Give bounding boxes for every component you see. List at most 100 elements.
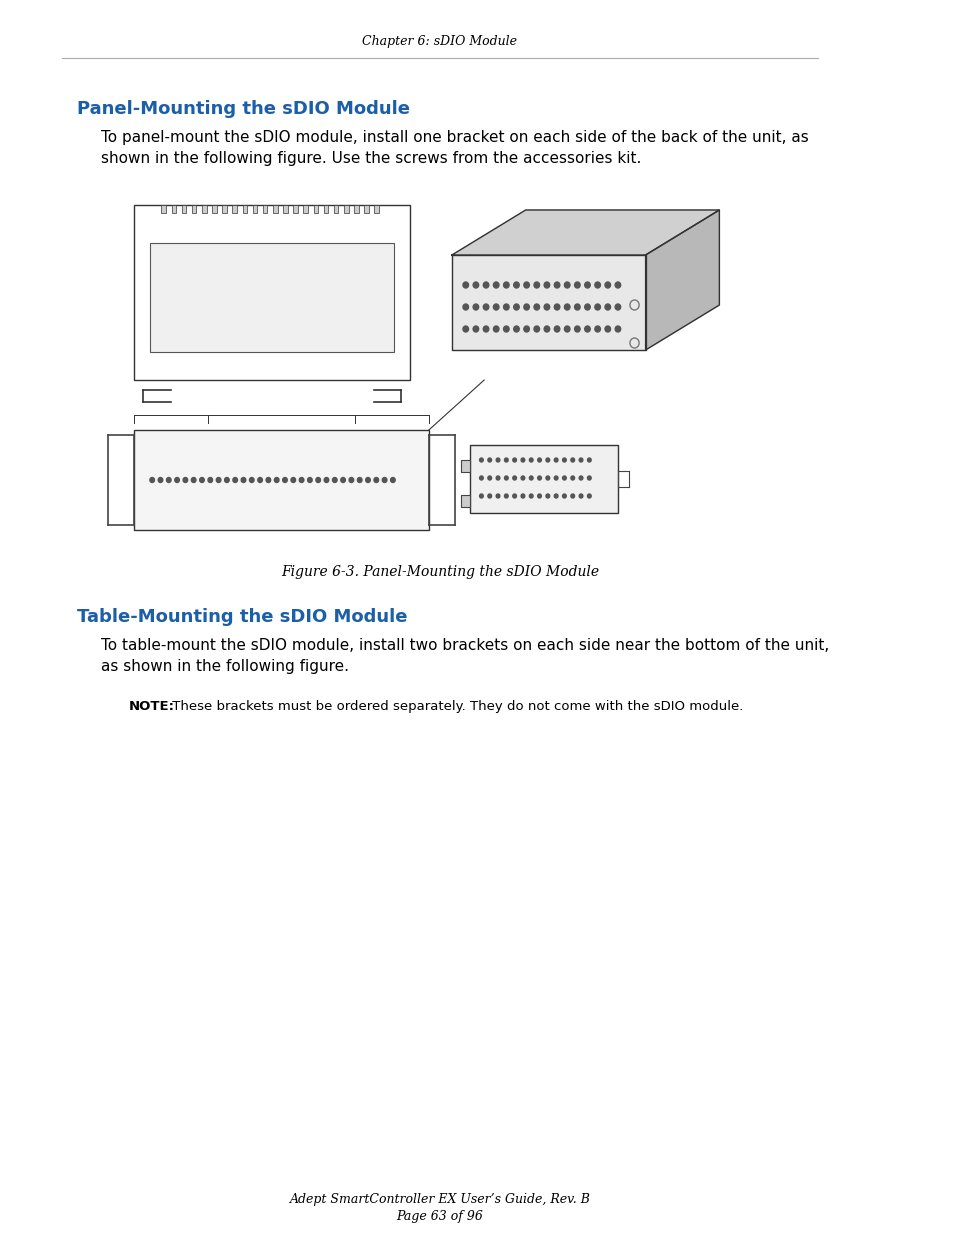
Bar [222,205,227,212]
Circle shape [266,478,271,483]
Circle shape [545,458,549,462]
Circle shape [487,458,491,462]
Circle shape [570,458,574,462]
Circle shape [584,326,590,332]
Bar [263,205,267,212]
Bar [181,205,186,212]
Text: To panel-mount the sDIO module, install one bracket on each side of the back of : To panel-mount the sDIO module, install … [101,130,808,165]
Bar [133,205,410,380]
Circle shape [564,282,569,288]
Circle shape [513,494,516,498]
Bar [354,205,358,212]
Bar [253,205,257,212]
Circle shape [324,478,329,483]
Text: Page 63 of 96: Page 63 of 96 [396,1210,483,1223]
Bar [233,205,236,212]
Circle shape [357,478,361,483]
Circle shape [564,304,569,310]
Circle shape [523,326,529,332]
Circle shape [604,282,610,288]
Circle shape [595,282,599,288]
Circle shape [483,326,488,332]
Circle shape [390,478,395,483]
Circle shape [174,478,179,483]
Circle shape [291,478,295,483]
Bar [460,459,470,472]
Circle shape [529,494,533,498]
Circle shape [554,494,558,498]
Bar [364,205,369,212]
Circle shape [564,326,569,332]
Circle shape [570,494,574,498]
Circle shape [462,304,468,310]
Text: Adept SmartController EX User’s Guide, Rev. B: Adept SmartController EX User’s Guide, R… [289,1193,590,1207]
Circle shape [257,478,262,483]
Circle shape [199,478,204,483]
Circle shape [543,326,549,332]
Circle shape [587,458,591,462]
Circle shape [554,304,559,310]
Circle shape [578,458,582,462]
Circle shape [208,478,213,483]
Circle shape [587,475,591,480]
Text: Chapter 6: sDIO Module: Chapter 6: sDIO Module [362,36,517,48]
Circle shape [333,478,336,483]
Circle shape [554,458,558,462]
Circle shape [615,282,620,288]
Circle shape [578,494,582,498]
Text: NOTE:: NOTE: [129,700,175,713]
Circle shape [554,475,558,480]
Circle shape [340,478,345,483]
Bar [212,205,216,212]
Circle shape [537,458,540,462]
Circle shape [299,478,304,483]
Circle shape [504,458,508,462]
Circle shape [479,494,483,498]
Circle shape [473,326,478,332]
Circle shape [584,282,590,288]
Circle shape [241,478,246,483]
Circle shape [504,494,508,498]
Bar [192,205,196,212]
Bar [314,205,318,212]
Circle shape [554,326,559,332]
Circle shape [562,458,566,462]
Text: To table-mount the sDIO module, install two brackets on each side near the botto: To table-mount the sDIO module, install … [101,638,829,674]
Text: Table-Mounting the sDIO Module: Table-Mounting the sDIO Module [76,608,407,626]
Circle shape [587,494,591,498]
Bar [344,205,348,212]
Circle shape [493,282,498,288]
Circle shape [595,326,599,332]
Circle shape [604,326,610,332]
Circle shape [374,478,378,483]
Polygon shape [452,254,645,350]
Circle shape [534,304,539,310]
Bar [460,495,470,508]
Circle shape [462,282,468,288]
Polygon shape [645,210,719,350]
Bar [172,205,176,212]
Circle shape [365,478,370,483]
Circle shape [503,304,509,310]
Circle shape [513,304,518,310]
Circle shape [584,304,590,310]
Circle shape [529,475,533,480]
Circle shape [493,304,498,310]
Circle shape [483,304,488,310]
Circle shape [183,478,188,483]
Text: Figure 6-3. Panel-Mounting the sDIO Module: Figure 6-3. Panel-Mounting the sDIO Modu… [280,564,598,579]
Circle shape [496,458,499,462]
Circle shape [504,475,508,480]
Circle shape [520,475,524,480]
Circle shape [483,282,488,288]
Bar [303,205,308,212]
Circle shape [192,478,195,483]
Circle shape [520,494,524,498]
Circle shape [545,494,549,498]
Circle shape [166,478,171,483]
Circle shape [578,475,582,480]
Circle shape [513,458,516,462]
Bar [334,205,338,212]
Circle shape [307,478,312,483]
Circle shape [574,282,579,288]
